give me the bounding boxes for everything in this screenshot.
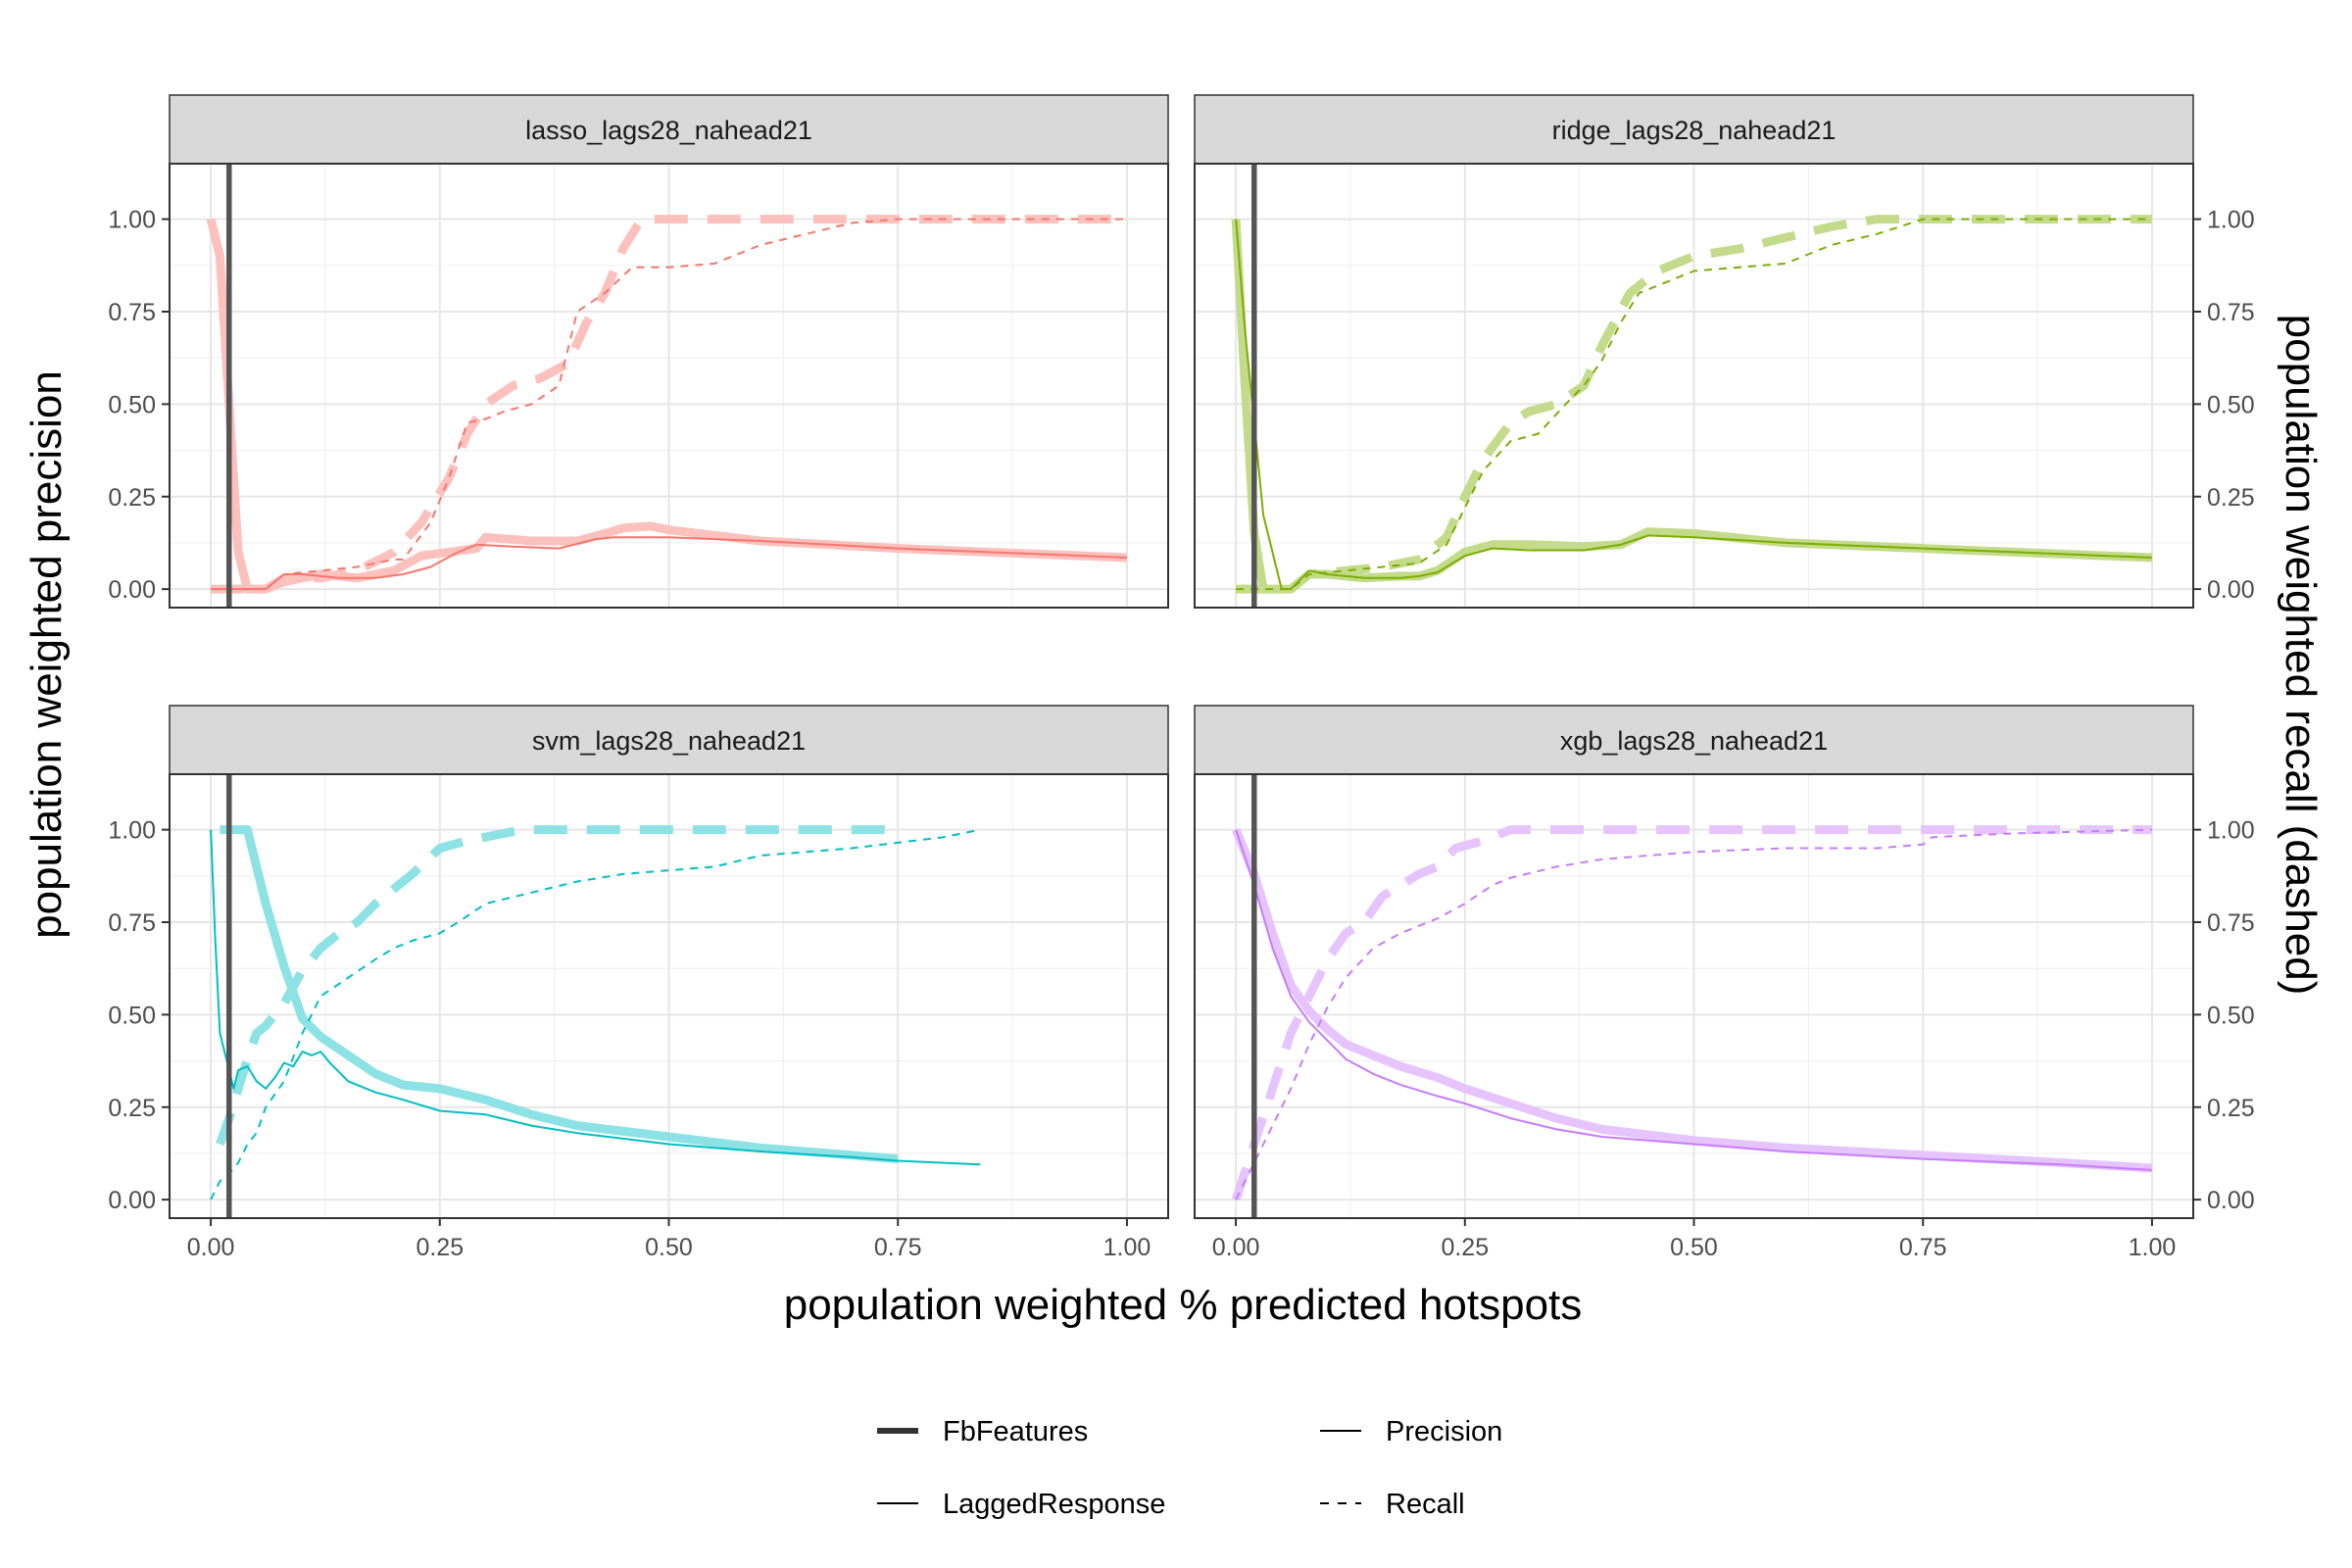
series-laggedresponse-recall [1235,828,2152,1200]
panel-strip [1194,94,2194,165]
panel-3: xgb_lags28_nahead21 0.00 0.25 0.50 0.75 1.00 0… [1194,705,2255,1261]
panel-1: ridge_lags28_nahead21 0.00 0.25 0.50 0.75 1.0… [1194,94,2255,609]
panel-border [169,163,1169,609]
y2-tick-label: 0.25 [2207,484,2255,512]
y-tick-label: 0.00 [108,576,156,604]
y-tick-label: 1.00 [108,207,156,234]
y-tick-label: 1.00 [108,817,156,845]
series-fbfeatures-recall [211,215,1127,594]
y2-tick-label: 1.00 [2207,817,2255,845]
panel-border [1194,163,2194,609]
panel-title: lasso_lags28_nahead21 [525,116,812,145]
y-tick-label: 0.25 [108,1095,156,1122]
series-fbfeatures-recall [216,825,899,1147]
x-axis-title: population weighted % predicted hotspots [784,1281,1583,1329]
x-tick-label: 0.00 [1212,1234,1260,1261]
legend-label-laggedresponse: LaggedResponse [943,1489,1165,1520]
y-tick-label: 0.00 [108,1187,156,1214]
y-tick-label: 0.50 [108,1002,156,1029]
series-fbfeatures-precision [220,825,899,1164]
panel-title: svm_lags28_nahead21 [532,726,806,756]
y-tick-label: 0.50 [108,391,156,418]
legend-label-fbfeatures: FbFeatures [943,1416,1088,1447]
panel-strip [1194,705,2194,775]
y-tick-label: 0.75 [108,299,156,326]
y2-tick-label: 0.75 [2207,299,2255,326]
x-tick-label: 0.50 [1670,1234,1718,1261]
x-tick-label: 0.75 [1899,1234,1947,1261]
y-axis-title: population weighted precision [23,370,71,939]
y2-tick-label: 0.75 [2207,909,2255,937]
series-laggedresponse-precision [1235,829,2152,1171]
x-tick-label: 0.25 [416,1234,464,1261]
x-tick-label: 0.75 [874,1234,922,1261]
x-tick-label: 0.00 [187,1234,235,1261]
legend-label-recall: Recall [1386,1489,1465,1520]
chart-panels: lasso_lags28_nahead21 0.00 0.25 0.50 0.75 1.0… [108,94,2255,1261]
panel-title: ridge_lags28_nahead21 [1552,116,1837,145]
series-laggedresponse-recall [210,828,981,1200]
x-tick-label: 0.25 [1441,1234,1489,1261]
y2-tick-label: 0.50 [2207,1002,2255,1029]
panel-strip [169,94,1169,165]
y2-tick-label: 0.50 [2207,391,2255,418]
panel-title: xgb_lags28_nahead21 [1560,726,1828,756]
y2-tick-label: 1.00 [2207,207,2255,234]
series-fbfeatures-recall [1231,825,2152,1201]
series-laggedresponse-precision [1235,219,2152,591]
y2-tick-label: 0.25 [2207,1095,2255,1122]
y-tick-label: 0.75 [108,909,156,937]
x-tick-label: 1.00 [2129,1234,2177,1261]
legend: FbFeatures LaggedResponse Precision Reca… [877,1416,1502,1520]
panel-0: lasso_lags28_nahead21 0.00 0.25 0.50 0.75 1.0… [108,94,1169,609]
y2-tick-label: 0.00 [2207,576,2255,604]
x-tick-label: 1.00 [1103,1234,1152,1261]
y2-axis-title: population weighted recall (dashed) [2277,315,2325,996]
panel-2: svm_lags28_nahead21 0.00 0.25 0.50 0.75 1.00 0… [108,705,1169,1261]
y-tick-label: 0.25 [108,484,156,512]
series-fbfeatures-precision [1231,827,2153,1173]
legend-label-precision: Precision [1386,1416,1502,1447]
y2-tick-label: 0.00 [2207,1187,2255,1214]
series-laggedresponse-precision [210,829,981,1166]
series-laggedresponse-recall [1236,218,2152,591]
x-tick-label: 0.50 [645,1234,693,1261]
series-laggedresponse-recall [211,218,1127,591]
